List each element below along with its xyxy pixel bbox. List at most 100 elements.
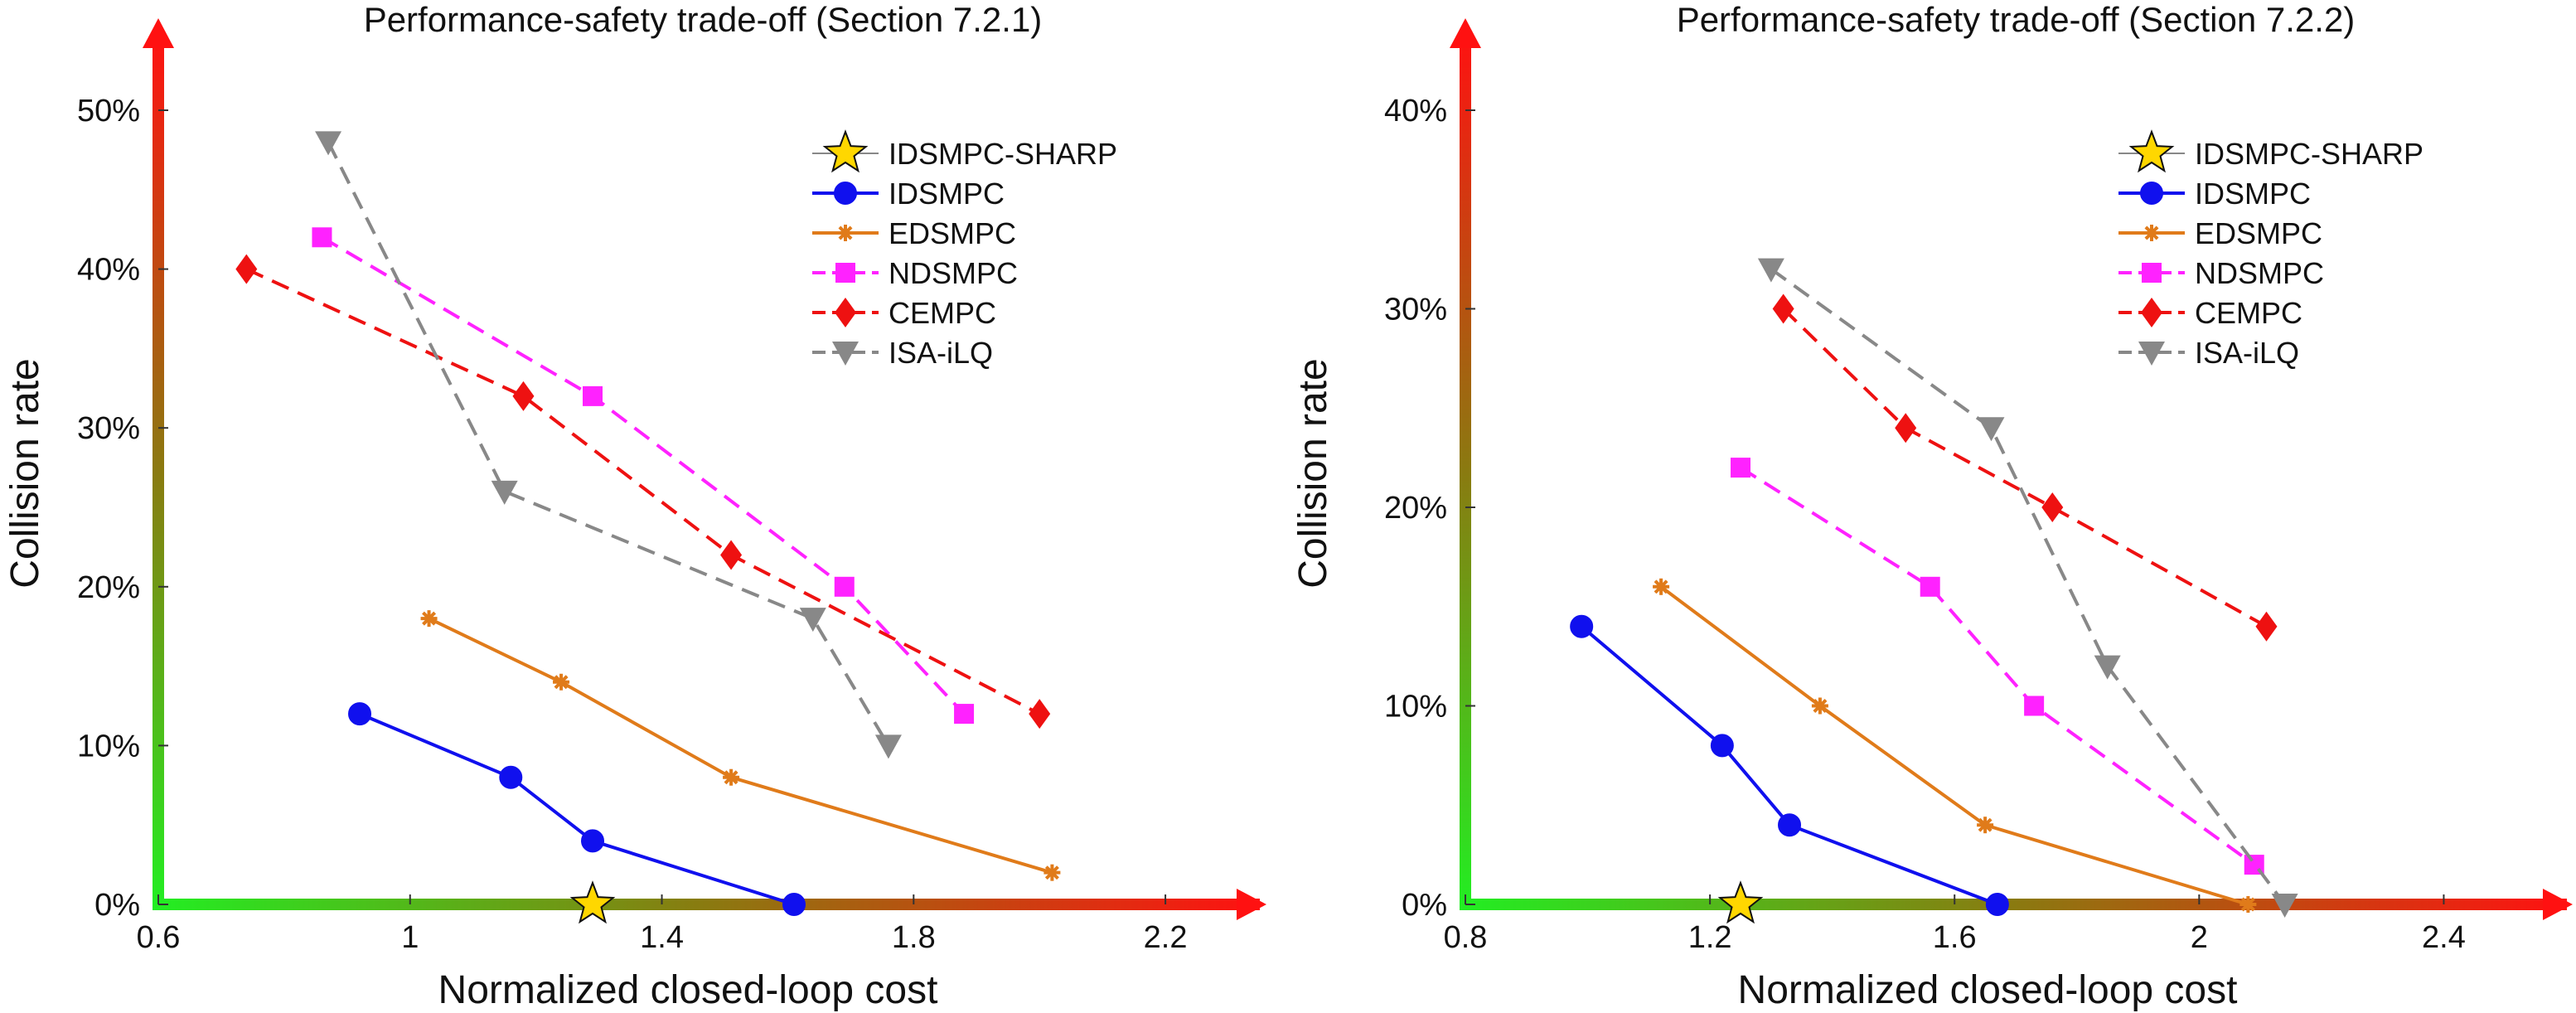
legend-label: IDSMPC-SHARP xyxy=(2195,137,2423,171)
data-point xyxy=(583,385,603,406)
x-tick-label: 1.2 xyxy=(1688,920,1732,955)
x-axis-label: Normalized closed-loop cost xyxy=(1738,968,2238,1012)
x-tick-label: 1.8 xyxy=(892,920,936,955)
series-line xyxy=(428,617,1053,875)
series-line xyxy=(1739,466,2255,866)
y-tick-label: 40% xyxy=(77,253,140,288)
series-idsmpc-sharp xyxy=(1717,880,1764,924)
data-point xyxy=(315,131,342,156)
series-edsmpc xyxy=(1653,578,2257,913)
data-point xyxy=(1772,293,1794,324)
data-point xyxy=(2239,896,2257,913)
y-tick-label: 50% xyxy=(77,94,140,128)
x-tick-label: 2 xyxy=(2191,920,2208,955)
data-point xyxy=(2024,696,2045,716)
data-point xyxy=(1811,697,1828,715)
legend-label: ISA-iLQ xyxy=(2195,336,2299,370)
data-point xyxy=(874,734,902,759)
legend-marker xyxy=(837,225,854,241)
legend-label: NDSMPC xyxy=(2195,256,2324,290)
series-line xyxy=(321,235,966,715)
legend-marker xyxy=(2141,298,2162,327)
series-line xyxy=(1580,625,1998,906)
data-point xyxy=(1895,413,1917,443)
legend-item: ISA-iLQ xyxy=(2118,336,2299,370)
tick-group: 0.6 1 1.4 1.8 2.2 0% 10% 20% 30% 40% 50% xyxy=(77,94,1188,955)
legend-marker xyxy=(2138,342,2165,366)
legend-marker xyxy=(834,182,857,205)
y-tick-label: 20% xyxy=(1384,491,1447,526)
x-axis-arrowhead xyxy=(2543,889,2573,920)
legend-label: IDSMPC-SHARP xyxy=(889,137,1117,171)
y-tick-label: 0% xyxy=(94,888,140,923)
x-axis-arrowhead xyxy=(1237,889,1266,920)
data-point xyxy=(1978,417,2005,442)
legend-marker xyxy=(2140,182,2163,205)
series-cempc xyxy=(1772,293,2278,642)
legend-marker xyxy=(835,263,855,283)
series-line xyxy=(245,267,1041,715)
y-axis-line xyxy=(1460,33,1471,909)
legend-item: EDSMPC xyxy=(2118,216,2322,250)
data-point xyxy=(834,576,855,597)
x-tick-label: 2.4 xyxy=(2422,920,2466,955)
legend-label: CEMPC xyxy=(889,296,996,330)
series-ndsmpc xyxy=(1731,458,2264,875)
data-point xyxy=(491,480,518,505)
legend: IDSMPC-SHARP IDSMPC EDSMPC NDSMPC CEMPC ISA-i… xyxy=(812,129,1117,370)
data-point xyxy=(782,893,806,916)
data-point xyxy=(1043,864,1061,881)
legend-item: CEMPC xyxy=(812,296,996,330)
y-tick-label: 40% xyxy=(1384,94,1447,128)
series-group xyxy=(1570,258,2298,924)
data-point xyxy=(569,880,616,924)
legend-marker xyxy=(835,298,856,327)
series-group xyxy=(235,131,1061,924)
data-point xyxy=(720,540,743,570)
legend-label: CEMPC xyxy=(2195,296,2302,330)
chart-title: Performance-safety trade-off (Section 7.… xyxy=(1677,0,2356,39)
series-idsmpc xyxy=(348,702,806,916)
data-point xyxy=(1570,614,1594,638)
data-point xyxy=(1985,893,2009,916)
data-point xyxy=(1731,458,1750,478)
x-axis-label: Normalized closed-loop cost xyxy=(438,968,938,1012)
y-axis-label: Collision rate xyxy=(1291,358,1335,588)
legend-marker xyxy=(832,342,859,366)
data-point xyxy=(312,227,332,248)
series-idsmpc xyxy=(1570,614,2009,916)
y-axis-line xyxy=(153,33,164,909)
legend-item: NDSMPC xyxy=(2118,256,2324,290)
x-tick-label: 1.6 xyxy=(1933,920,1977,955)
x-tick-label: 0.6 xyxy=(137,920,181,955)
y-tick-label: 20% xyxy=(77,570,140,605)
data-point xyxy=(1778,813,1802,837)
legend-item: IDSMPC xyxy=(812,177,1005,211)
x-axis-line xyxy=(1460,899,2567,910)
data-point xyxy=(1653,578,1670,595)
legend-label: EDSMPC xyxy=(2195,216,2322,250)
series-line xyxy=(327,141,890,747)
x-tick-label: 2.2 xyxy=(1144,920,1188,955)
data-point xyxy=(1757,258,1784,283)
series-line xyxy=(1770,267,2287,906)
y-axis-arrowhead xyxy=(143,18,174,48)
x-tick-label: 1 xyxy=(401,920,419,955)
y-tick-label: 10% xyxy=(77,729,140,763)
y-axis-arrowhead xyxy=(1450,18,1481,48)
legend-label: NDSMPC xyxy=(889,256,1018,290)
x-axis-line xyxy=(153,899,1260,910)
chart-section-7-2-1: Performance-safety trade-off (Section 7.… xyxy=(3,0,1266,1012)
chart-section-7-2-2: Performance-safety trade-off (Section 7.… xyxy=(1291,0,2573,1012)
legend-marker xyxy=(822,129,869,173)
data-point xyxy=(1717,880,1764,924)
legend-item: CEMPC xyxy=(2118,296,2302,330)
data-point xyxy=(2094,655,2121,680)
legend-item: EDSMPC xyxy=(812,216,1016,250)
tick-group: 0.8 1.2 1.6 2 2.4 0% 10% 20% 30% 40% xyxy=(1384,94,2466,955)
legend-marker xyxy=(2142,263,2162,283)
x-tick-label: 0.8 xyxy=(1444,920,1488,955)
legend-label: EDSMPC xyxy=(889,216,1016,250)
legend-label: ISA-iLQ xyxy=(889,336,993,370)
